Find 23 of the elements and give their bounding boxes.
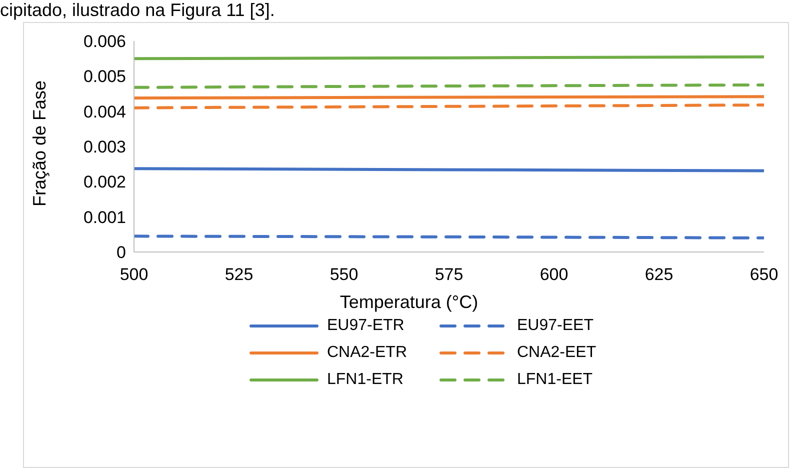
x-tick-label: 500 [120,265,148,284]
legend-label: LFN1-EET [517,371,593,389]
y-tick-label: 0.001 [83,208,126,227]
x-tick-label: 575 [434,265,464,284]
y-tick-label: 0.006 [83,32,126,52]
y-tick-label: 0.004 [83,102,126,122]
x-tick-label: 650 [750,265,778,284]
x-axis-title: Temperatura (°C) [338,292,480,313]
text: cipitado, ilustrado na Figura 11 [3]. [0,0,275,20]
legend-label: EU97-EET [517,317,594,335]
y-tick-label: 0.005 [83,67,126,86]
y-tick-label: 0.002 [83,172,126,192]
x-tick-label: 625 [644,265,674,284]
y-axis-title: Fração de Fase [29,80,50,206]
y-tick-label: 0 [116,243,126,262]
y-tick-label: 0.003 [83,138,126,157]
x-tick-label: 525 [224,265,254,284]
legend-label: EU97-ETR [327,317,404,335]
legend-label: CNA2-EET [517,344,596,362]
legend-label: CNA2-ETR [327,344,408,362]
legend-label: LFN1-ETR [327,371,404,389]
x-tick-label: 550 [330,265,358,284]
x-tick-label: 600 [540,265,568,284]
